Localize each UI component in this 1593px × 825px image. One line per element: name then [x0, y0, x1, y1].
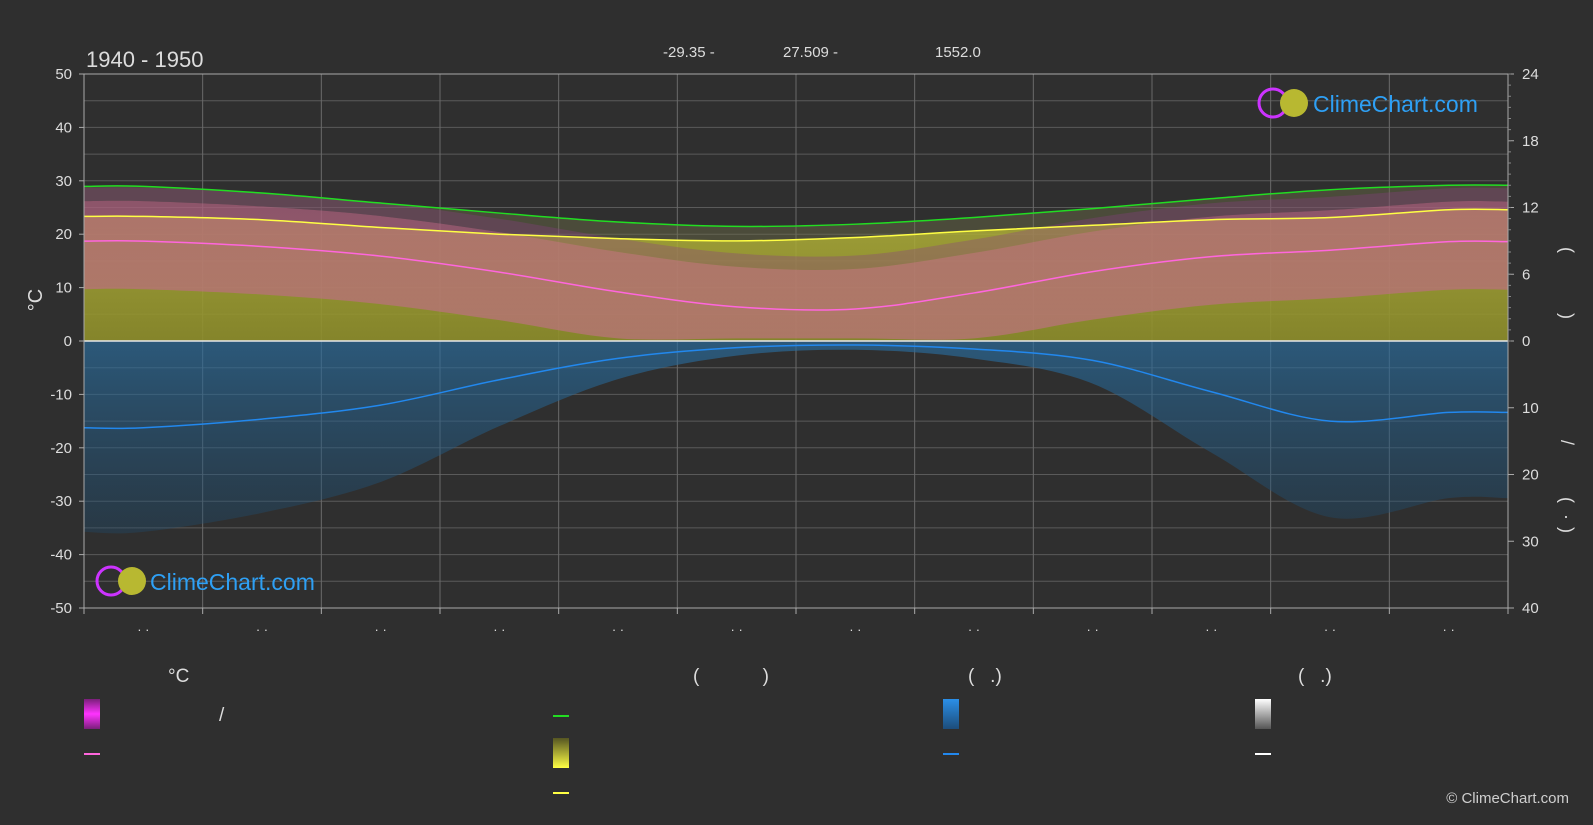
y-tick-label: -50	[50, 600, 72, 617]
logo-top-text: ClimeChart.com	[1313, 91, 1478, 117]
y-tick-label: 50	[55, 66, 72, 83]
y-tick-label: 30	[55, 173, 72, 190]
y-tick-label: -10	[50, 386, 72, 403]
x-tick-label: · ·	[1205, 622, 1217, 637]
header-lat: -29.35 -	[663, 44, 715, 61]
legend-rain-head: ( .)	[968, 666, 1002, 687]
copyright: © ClimeChart.com	[1446, 790, 1569, 807]
x-tick-label: · ·	[1443, 622, 1455, 637]
right-glyph-4: (	[1557, 497, 1577, 503]
y-tick-label: -30	[50, 493, 72, 510]
y-axis-label: °C	[25, 289, 47, 311]
header-lon: 27.509 -	[783, 44, 838, 61]
legend-daylight-line	[553, 715, 569, 717]
y2-top-tick-label: 24	[1522, 66, 1539, 83]
temperature-range-area	[84, 200, 1508, 340]
area-fills	[84, 184, 1508, 534]
right-glyph-5: ·	[1557, 514, 1577, 520]
legend: °C / ( ) ( .) ( .)	[84, 666, 1332, 794]
x-tick-label: · ·	[256, 622, 268, 637]
legend-snow-swatch	[1255, 699, 1271, 729]
y-tick-label: 40	[55, 119, 72, 136]
right-glyph-3: /	[1557, 440, 1577, 445]
y2-bottom-tick-label: 40	[1522, 600, 1539, 617]
x-tick-label: · ·	[731, 622, 743, 637]
y-tick-label: 0	[64, 333, 72, 350]
legend-sunshine-swatch	[553, 738, 569, 768]
legend-temp-range-label: /	[219, 705, 225, 726]
right-glyph-6: )	[1557, 527, 1577, 533]
logo-bottom-text: ClimeChart.com	[150, 569, 315, 595]
temperature-extreme-area	[84, 187, 1508, 271]
y-tick-label: -20	[50, 440, 72, 457]
x-tick-label: · ·	[375, 622, 387, 637]
x-tick-label: · ·	[612, 622, 624, 637]
legend-rain-mean-line	[943, 753, 959, 755]
x-tick-label: · ·	[137, 622, 149, 637]
y2-top-tick-label: 0	[1522, 333, 1530, 350]
y2-top-tick-label: 12	[1522, 200, 1539, 217]
axes: -50 -40 -30 -20 -10 0 10 20 30 40 50 0 6 12 18 24 10 20 30…	[50, 66, 1538, 637]
legend-sun-head: ( )	[693, 666, 769, 687]
y2-bottom-tick-label: 10	[1522, 400, 1539, 417]
y-tick-label: 10	[55, 280, 72, 297]
legend-snow-mean-line	[1255, 753, 1271, 755]
y-tick-label: 20	[55, 226, 72, 243]
y2-top-tick-label: 18	[1522, 133, 1539, 150]
logo-top: ClimeChart.com	[1257, 87, 1478, 119]
x-tick-label: · ·	[968, 622, 980, 637]
legend-temp-mean-line	[84, 753, 100, 755]
series-daylight-line	[83, 184, 1509, 228]
series-lines	[83, 184, 1509, 430]
legend-rain-swatch	[943, 699, 959, 729]
precipitation-area	[84, 341, 1508, 534]
right-glyph-1: (	[1557, 247, 1577, 253]
chart-title: 1940 - 1950	[86, 47, 203, 72]
logo-sun-icon	[1280, 89, 1308, 117]
right-glyph-2: )	[1557, 313, 1577, 319]
y-tick-label: -40	[50, 547, 72, 564]
series-temp-mean-line	[83, 240, 1509, 311]
y2-top-tick-label: 6	[1522, 266, 1530, 283]
logo-sun-icon	[118, 567, 146, 595]
legend-temp-head: °C	[168, 666, 189, 687]
logo-bottom: ClimeChart.com	[95, 565, 315, 597]
series-sunshine-line	[83, 208, 1509, 242]
x-tick-label: · ·	[493, 622, 505, 637]
x-tick-label: · ·	[849, 622, 861, 637]
legend-sunshine-mean-line	[553, 792, 569, 794]
series-precip-line	[83, 344, 1509, 430]
y2-bottom-tick-label: 30	[1522, 533, 1539, 550]
header-elev: 1552.0	[935, 44, 981, 61]
x-tick-label: · ·	[1324, 622, 1336, 637]
legend-snow-head: ( .)	[1298, 666, 1332, 687]
y2-bottom-tick-label: 20	[1522, 467, 1539, 484]
legend-temp-range-swatch	[84, 699, 100, 729]
x-tick-label: · ·	[1087, 622, 1099, 637]
